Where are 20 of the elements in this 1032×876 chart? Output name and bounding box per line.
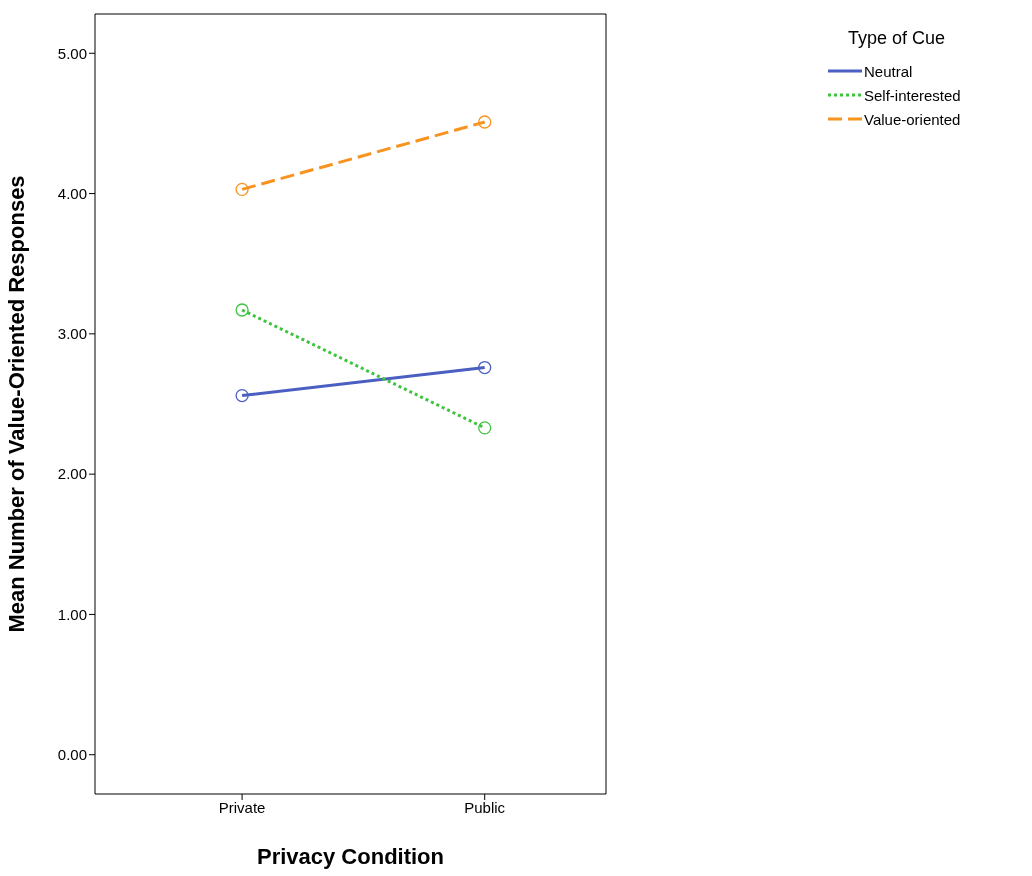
point — [235, 182, 249, 197]
point — [235, 303, 249, 317]
y-tick-label: 5.00 — [57, 44, 87, 62]
x-tick-label: Public — [464, 798, 506, 816]
y-tick-label: 0.00 — [57, 746, 87, 764]
legend-label: Neutral — [864, 62, 913, 80]
y-tick-label: 4.00 — [57, 184, 87, 202]
x-axis-title: Privacy Condition — [256, 844, 445, 869]
y-axis-title: Mean Number of Value-Oriented Responses — [3, 175, 29, 633]
point — [235, 388, 249, 403]
point — [478, 360, 492, 375]
point — [478, 421, 492, 435]
point — [478, 115, 492, 129]
y-tick-label: 2.00 — [57, 465, 87, 483]
x-tick-label: Private — [218, 798, 266, 816]
y-tick-label: 1.00 — [57, 605, 87, 623]
legend-label: Value-oriented — [864, 110, 961, 128]
y-tick-label: 3.00 — [57, 325, 87, 343]
legend-title: Type of Cue — [848, 28, 947, 49]
legend-label: Self-interested — [864, 86, 961, 104]
